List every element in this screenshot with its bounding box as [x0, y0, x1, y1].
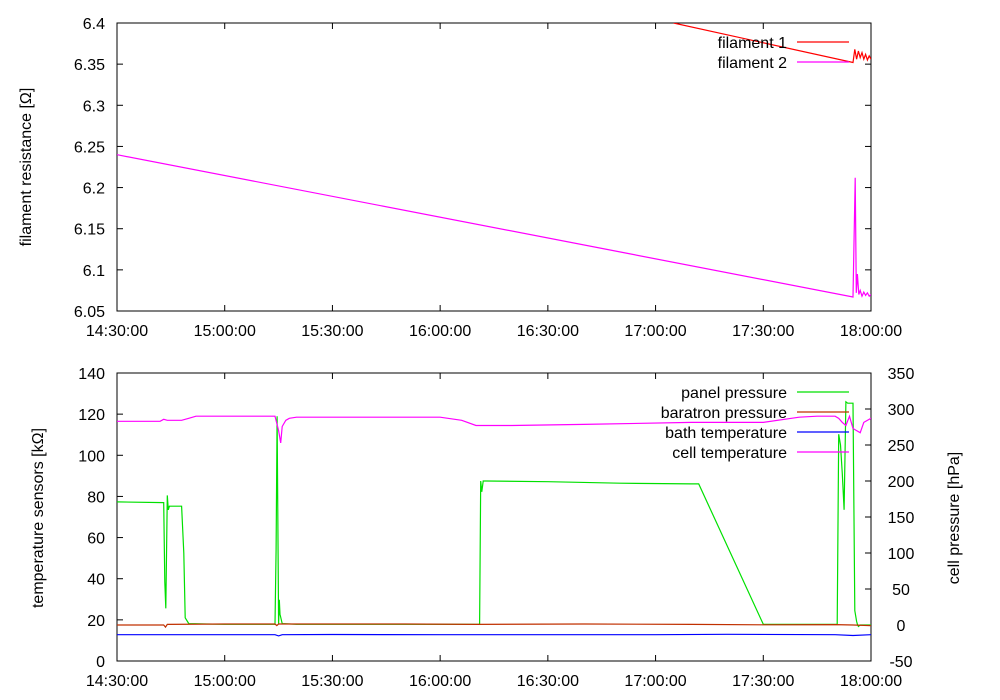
- x-tick-label: 17:30:00: [732, 673, 794, 690]
- y-tick-label: 20: [87, 613, 105, 630]
- y2-tick-label: 200: [888, 474, 915, 491]
- plot-frame: [116, 22, 872, 312]
- x-tick-label: 16:00:00: [409, 323, 471, 340]
- series-line-filament-2: [117, 154, 871, 298]
- legend-label: filament 2: [718, 55, 787, 72]
- y2-tick-label: 0: [897, 618, 906, 635]
- legend-label: cell temperature: [672, 445, 787, 462]
- y2-tick-label: 50: [892, 582, 910, 599]
- x-tick-label: 15:00:00: [194, 323, 256, 340]
- y-tick-label: 6.35: [74, 57, 105, 74]
- y2-tick-label: -50: [889, 654, 912, 671]
- y-tick-label: 60: [87, 531, 105, 548]
- y2-tick-label: 300: [888, 402, 915, 419]
- series-line-bath-temperature: [117, 633, 871, 637]
- y-tick-label: 6.2: [83, 181, 105, 198]
- legend-label: baratron pressure: [661, 405, 787, 422]
- series-line-baratron-pressure: [117, 623, 871, 629]
- y2-tick-label: 250: [888, 438, 915, 455]
- y-tick-label: 120: [78, 407, 105, 424]
- y-tick-label: 0: [96, 654, 105, 671]
- x-tick-label: 17:00:00: [624, 323, 686, 340]
- y-tick-label: 140: [78, 366, 105, 383]
- series-line-filament-1: [673, 23, 871, 64]
- x-tick-label: 14:30:00: [86, 323, 148, 340]
- y-axis-label: filament resistance [Ω]: [18, 88, 35, 247]
- y-tick-label: 6.3: [83, 98, 105, 115]
- x-tick-label: 18:00:00: [840, 673, 902, 690]
- y-tick-label: 100: [78, 448, 105, 465]
- x-tick-label: 15:30:00: [301, 323, 363, 340]
- y2-tick-label: 150: [888, 510, 915, 527]
- x-tick-label: 16:00:00: [409, 673, 471, 690]
- filament-resistance-panel: filament resistance [Ω] 14:30:00 15:00:00…: [18, 16, 902, 340]
- y2-axis-label: cell pressure [hPa]: [946, 452, 963, 585]
- legend-label: panel pressure: [681, 385, 787, 402]
- x-tick-label: 16:30:00: [517, 323, 579, 340]
- y2-tick-label: 350: [888, 366, 915, 383]
- x-tick-label: 18:00:00: [840, 323, 902, 340]
- series-line-cell-temperature: [117, 414, 871, 444]
- sensors-panel: temperature sensors [kΩ] cell pressure […: [30, 366, 963, 690]
- y-tick-label: 40: [87, 572, 105, 589]
- y-tick-label: 6.05: [74, 304, 105, 321]
- series-line-panel-pressure: [117, 400, 871, 628]
- x-tick-label: 14:30:00: [86, 673, 148, 690]
- y-tick-label: 80: [87, 489, 105, 506]
- x-tick-label: 17:00:00: [624, 673, 686, 690]
- legend-label: bath temperature: [665, 425, 787, 442]
- x-tick-label: 17:30:00: [732, 323, 794, 340]
- y-tick-label: 6.1: [83, 263, 105, 280]
- x-tick-label: 15:30:00: [301, 673, 363, 690]
- y-tick-label: 6.4: [83, 16, 105, 33]
- x-tick-label: 15:00:00: [194, 673, 256, 690]
- x-tick-label: 16:30:00: [517, 673, 579, 690]
- y-axis-label: temperature sensors [kΩ]: [30, 428, 47, 608]
- y-tick-label: 6.15: [74, 222, 105, 239]
- y-tick-label: 6.25: [74, 139, 105, 156]
- y2-tick-label: 100: [888, 546, 915, 563]
- legend-label: filament 1: [718, 35, 787, 52]
